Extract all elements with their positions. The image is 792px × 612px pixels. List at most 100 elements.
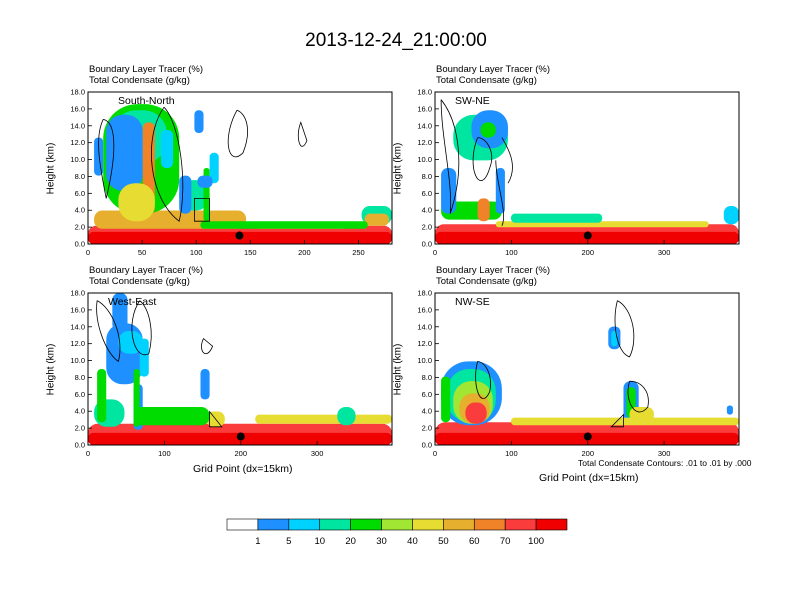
x-tick-label: 300 [658,248,671,257]
colorbar-label: 1 [255,536,260,547]
y-tick-label: 16.0 [70,305,85,314]
location-marker [235,231,244,240]
field-shade-2-10 [723,206,739,225]
y-tick-label: 4.0 [422,206,432,215]
field-shade-1-8 [160,130,174,168]
colorbar-swatch [381,518,413,531]
colorbar-label: 60 [469,536,480,547]
y-tick-label: 12.0 [70,339,85,348]
y-tick-label: 16.0 [417,305,432,314]
field-shade-4-9 [611,331,618,347]
colorbar-swatch [319,518,351,531]
x-tick-label: 0 [86,248,90,257]
condensate-contour-1-1 [151,106,184,222]
panel-1-field2-label: Total Condensate (g/kg) [89,75,190,86]
field-shade-3-14 [133,407,210,426]
condensate-contour-4-3 [610,413,624,428]
colorbar-swatch [288,518,321,531]
y-tick-label: 10.0 [417,155,432,164]
y-tick-label: 18.0 [70,289,85,298]
field-shade-3-6 [112,293,128,331]
field-shade-2-3 [441,168,457,214]
y-tick-label: 12.0 [417,339,432,348]
x-tick-label: 200 [582,248,595,257]
x-tick-label: 250 [352,248,365,257]
panel-4-frame [434,292,740,446]
y-tick-label: 6.0 [422,189,432,198]
colorbar-swatch [257,518,290,531]
colorbar-swatch [473,518,506,531]
condensate-contour-1-3 [227,109,248,158]
colorbar-label: 30 [376,536,387,547]
condensate-contour-1-0 [98,119,115,199]
colorbar-swatch [443,518,475,531]
y-tick-label: 4.0 [75,206,85,215]
field-shade-1-12 [209,152,219,184]
y-tick-label: 12.0 [70,138,85,147]
condensate-contour-4-0 [614,300,635,358]
field-shade-1-19 [200,221,368,229]
condensate-contour-2-0 [440,99,460,214]
panel-3-field1-label: Boundary Layer Tracer (%) [89,265,204,276]
y-tick-label: 0.0 [75,441,85,450]
condensate-contour-1-4 [297,121,308,147]
panel-1-field1-label: Boundary Layer Tracer (%) [89,64,204,75]
location-marker [583,432,592,441]
field-shade-3-5 [118,331,143,354]
y-tick-label: 0.0 [422,240,432,249]
panel-2-header: Boundary Layer Tracer (%) Total Condensa… [436,64,550,86]
panel-3-x-axis-label: Grid Point (dx=15km) [193,463,293,475]
y-tick-label: 6.0 [75,189,85,198]
field-shade-1-5 [106,114,143,191]
y-tick-label: 14.0 [417,121,432,130]
page-title: 2013-12-24_21:00:00 [305,30,487,51]
colorbar-swatch [350,518,382,531]
x-tick-label: 100 [505,248,518,257]
y-tick-label: 16.0 [417,104,432,113]
condensate-contour-4-1 [475,361,491,399]
y-tick-label: 8.0 [422,373,432,382]
x-tick-label: 150 [244,248,257,257]
field-shade-1-15 [94,137,104,176]
condensate-contour-2-2 [495,160,504,226]
colorbar-label: 5 [286,536,291,547]
x-tick-label: 0 [433,449,437,458]
x-tick-label: 300 [311,449,324,458]
panel-3-title: West-East [108,296,156,308]
field-shade-4-6 [465,402,487,424]
colorbar-label: 10 [314,536,325,547]
panel-1: South-North 0.0 2.0 4.0 6.0 8.0 10.0 12.0 14.0 16… [70,88,393,257]
colorbar-swatch [535,518,568,531]
panel-2-frame [434,91,740,245]
condensate-contour-1-2 [194,198,210,222]
y-tick-label: 2.0 [422,424,432,433]
y-tick-label: 4.0 [422,407,432,416]
field-shade-3-3 [97,369,107,423]
panel-1-frame [87,91,393,245]
y-tick-label: 18.0 [417,88,432,97]
field-shade-3-9 [139,338,149,377]
y-tick-label: 2.0 [422,223,432,232]
panel-4-x-axis-label: Grid Point (dx=15km) [539,472,639,484]
field-shade-1-13 [194,110,204,134]
field-shade-1-17 [364,213,389,226]
y-tick-label: 6.0 [422,390,432,399]
y-tick-label: 0.0 [422,441,432,450]
condensate-contour-2-3 [501,137,513,184]
y-tick-label: 4.0 [75,407,85,416]
y-tick-label: 18.0 [417,289,432,298]
y-tick-label: 10.0 [70,356,85,365]
condensate-contour-3-1 [131,300,152,356]
y-tick-label: 8.0 [422,172,432,181]
y-tick-label: 14.0 [70,121,85,130]
contour-note: Total Condensate Contours: .01 to .01 by… [578,458,752,468]
condensate-contour-3-2 [201,337,214,355]
condensate-contour-3-0 [96,300,121,363]
colorbar-swatch [412,518,444,531]
field-shade-3-10 [200,369,210,400]
y-tick-label: 6.0 [75,390,85,399]
x-tick-label: 50 [138,248,146,257]
colorbar-label: 70 [500,536,511,547]
panel-2-title: SW-NE [455,95,490,107]
